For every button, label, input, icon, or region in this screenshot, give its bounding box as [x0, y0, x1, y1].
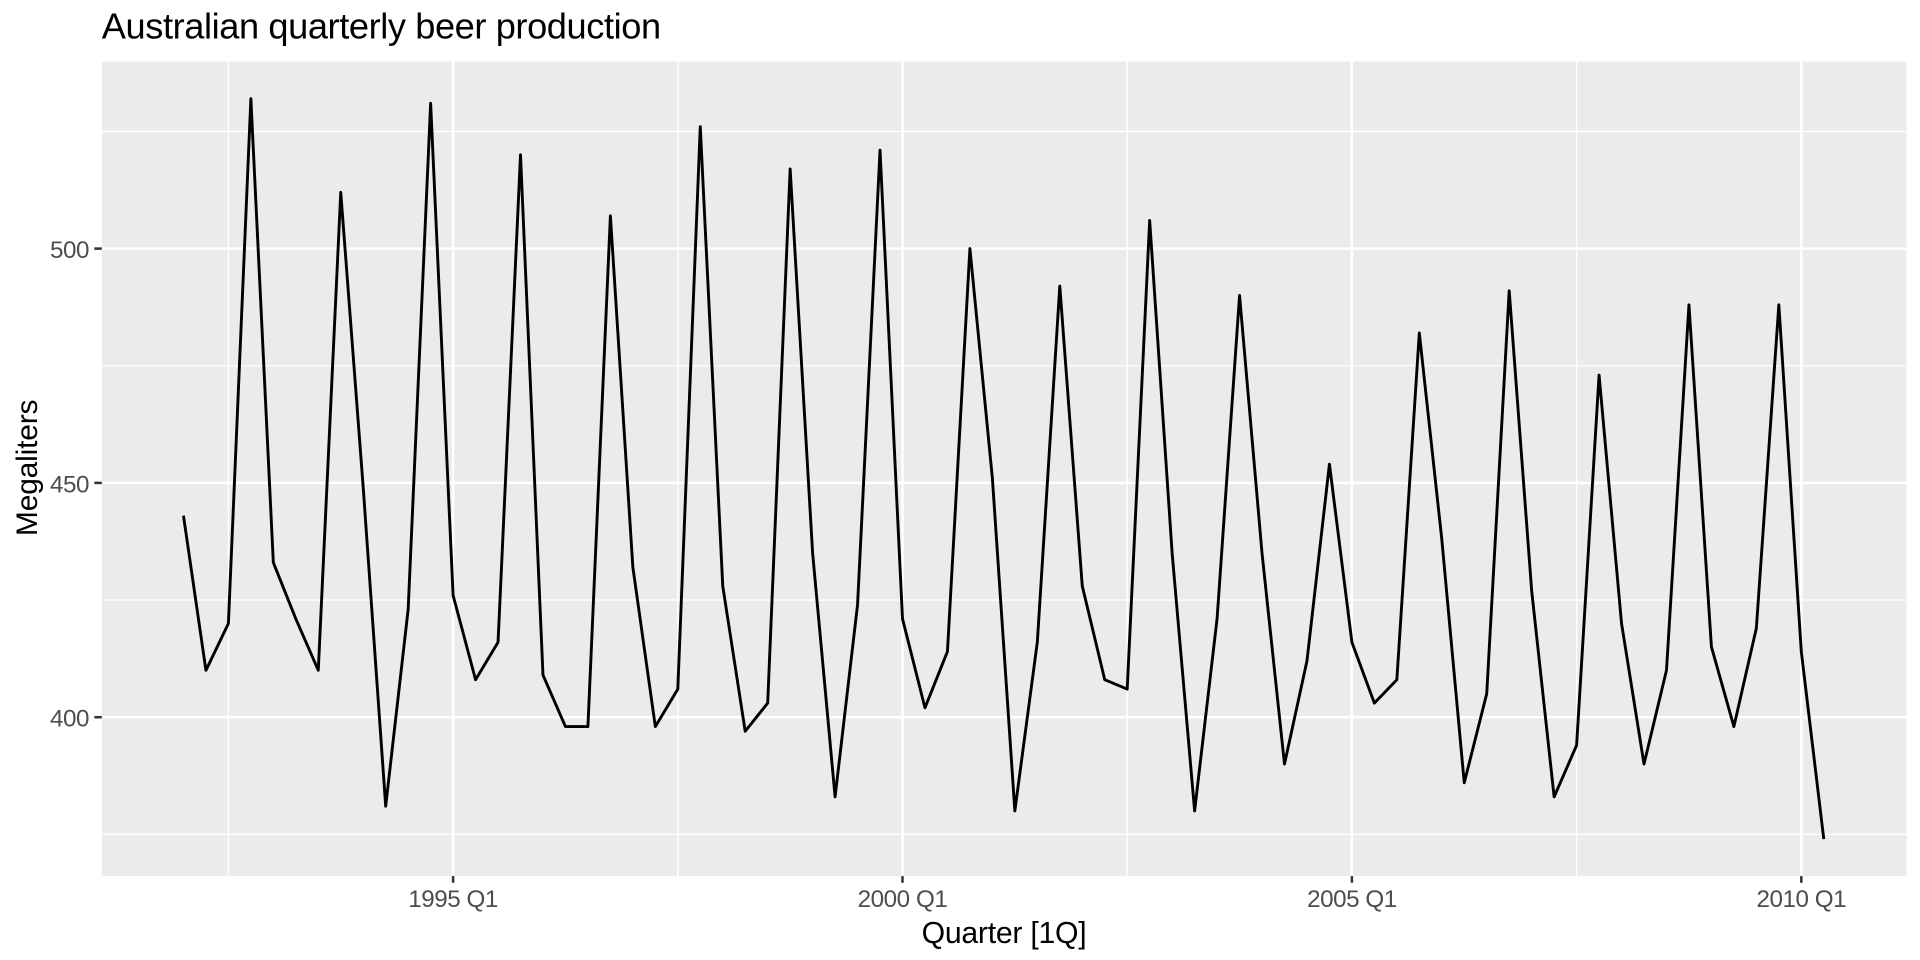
svg-text:2010 Q1: 2010 Q1	[1756, 886, 1846, 913]
svg-text:400: 400	[50, 706, 89, 733]
svg-text:450: 450	[50, 471, 89, 498]
svg-text:Australian quarterly beer prod: Australian quarterly beer production	[102, 6, 661, 47]
svg-text:Megaliters: Megaliters	[11, 400, 44, 536]
svg-text:Quarter [1Q]: Quarter [1Q]	[922, 917, 1087, 950]
svg-text:2005 Q1: 2005 Q1	[1307, 886, 1397, 913]
svg-text:2000 Q1: 2000 Q1	[858, 886, 948, 913]
svg-text:500: 500	[50, 237, 89, 264]
svg-text:1995 Q1: 1995 Q1	[408, 886, 498, 913]
